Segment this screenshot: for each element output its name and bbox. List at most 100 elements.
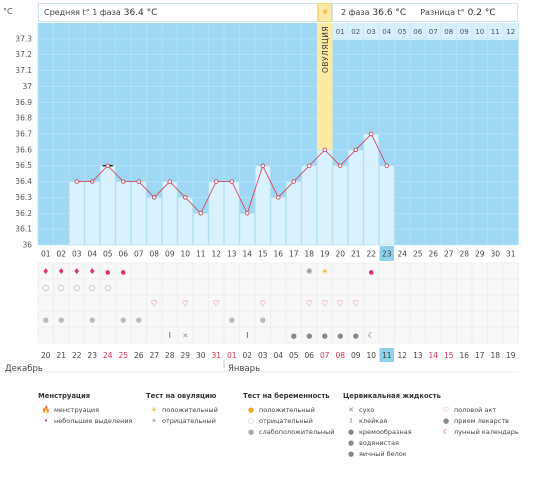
date-label: 11: [382, 351, 392, 360]
date-label: 13: [413, 351, 423, 360]
cycle-day-label: 12: [211, 250, 221, 259]
cycle-day-label: 01: [41, 250, 51, 259]
temperature-point: [106, 164, 110, 168]
legend-title: Тест на беременность: [243, 392, 335, 400]
phase2-day-number: 02: [351, 28, 360, 36]
date-label: 29: [180, 351, 190, 360]
temperature-bar: [163, 182, 178, 245]
legend-item: ● яичный белок: [343, 448, 441, 459]
cycle-day-label: 03: [72, 250, 82, 259]
legend-item: ☀ отрицательный: [146, 415, 218, 426]
legend-item: ● кремообразная: [343, 426, 441, 437]
temperature-bar: [147, 197, 162, 245]
date-label: 05: [289, 351, 299, 360]
cervical-icon: ●: [337, 332, 343, 340]
temperature-point: [369, 132, 373, 136]
menstruation-icon: ♦: [89, 267, 96, 276]
date-label: 08: [335, 351, 345, 360]
phase2-day-number: 12: [506, 28, 515, 36]
date-label: 19: [506, 351, 516, 360]
cycle-day-label: 28: [459, 250, 469, 259]
temperature-point: [90, 180, 94, 184]
heart-icon: ♡: [337, 299, 344, 308]
temperature-bar: [85, 182, 100, 245]
cycle-day-label: 24: [397, 250, 407, 259]
temperature-bar: [101, 166, 116, 245]
cycle-day-label: 31: [506, 250, 516, 259]
date-label: 06: [304, 351, 314, 360]
temperature-bar: [256, 166, 271, 245]
sun-icon: ☀: [321, 8, 329, 18]
date-label: 23: [87, 351, 97, 360]
ovulation-neg-icon: ✺: [306, 267, 313, 276]
cross-icon: ✕: [182, 332, 188, 340]
date-label: 21: [56, 351, 66, 360]
date-label: 16: [459, 351, 469, 360]
legend-item: ☀ положительный: [146, 404, 218, 415]
y-tick-label: 36.8: [15, 114, 32, 123]
temperature-bar: [333, 166, 348, 245]
y-tick-label: 36.4: [15, 177, 32, 186]
date-label: 15: [444, 351, 454, 360]
date-label: 31: [211, 351, 221, 360]
temperature-point: [199, 211, 203, 215]
cycle-day-label: 29: [475, 250, 485, 259]
pill-icon: ●: [260, 316, 266, 324]
temperature-point: [230, 180, 234, 184]
pregnancy-test-icon: ○: [42, 283, 49, 292]
small-discharge-icon: ●: [105, 269, 110, 276]
pill-icon: ●: [136, 316, 142, 324]
temperature-point: [137, 180, 141, 184]
temperature-bar: [116, 182, 131, 245]
cycle-day-label: 07: [134, 250, 144, 259]
temperature-point: [338, 164, 342, 168]
temperature-point: [245, 211, 249, 215]
legend-cervical: Цервикальная жидкость ✕ сухо Iклейкая ● кр…: [343, 392, 441, 459]
legend-item: ● прием лекарств: [438, 415, 519, 426]
temperature-point: [354, 148, 358, 152]
date-label: 28: [165, 351, 175, 360]
temperature-bar: [318, 150, 333, 245]
sticky-icon: I: [343, 417, 359, 425]
legend-item: ○ отрицательный: [243, 415, 335, 426]
cycle-day-label: 30: [490, 250, 500, 259]
sun-icon: ☀: [146, 406, 162, 414]
pill-icon: ●: [43, 316, 49, 324]
temperature-point: [168, 180, 172, 184]
date-label: 04: [273, 351, 283, 360]
heart-icon: ♡: [306, 299, 313, 308]
date-label: 14: [428, 351, 438, 360]
date-label: 24: [103, 351, 113, 360]
pill-icon: ●: [58, 316, 64, 324]
date-label: 27: [149, 351, 159, 360]
temperature-point: [121, 180, 125, 184]
y-tick-label: 37.3: [15, 34, 32, 43]
cycle-day-label: 13: [227, 250, 237, 259]
temperature-point: [323, 148, 327, 152]
temperature-bar: [70, 182, 85, 245]
heart-icon: ♡: [213, 299, 220, 308]
temperature-point: [385, 164, 389, 168]
phase2-day-number: 01: [336, 28, 345, 36]
ovulation-pos-icon: ☀: [321, 267, 328, 276]
pill-icon: ●: [120, 316, 126, 324]
cycle-day-label: 19: [320, 250, 330, 259]
heart-icon: ♡: [321, 299, 328, 308]
cycle-day-label: 15: [258, 250, 268, 259]
pill-icon: ●: [229, 316, 235, 324]
legend-item: ♡ половой акт: [438, 404, 519, 415]
date-label: 12: [397, 351, 407, 360]
date-label: 03: [258, 351, 268, 360]
cycle-day-label: 26: [428, 250, 438, 259]
date-label: 10: [366, 351, 376, 360]
pill-icon: ●: [89, 316, 95, 324]
phase2-day-number: 06: [413, 28, 422, 36]
diff-value: 0.2 °C: [468, 8, 496, 18]
cycle-day-label: 05: [103, 250, 113, 259]
phase2-value: 36.6 °C: [373, 8, 407, 18]
menstruation-icon: ♦: [73, 267, 80, 276]
cervical-icon: ●: [353, 332, 359, 340]
legend-title: Цервикальная жидкость: [343, 392, 441, 400]
negative-test-icon: ○: [243, 417, 259, 425]
date-label: 02: [242, 351, 252, 360]
